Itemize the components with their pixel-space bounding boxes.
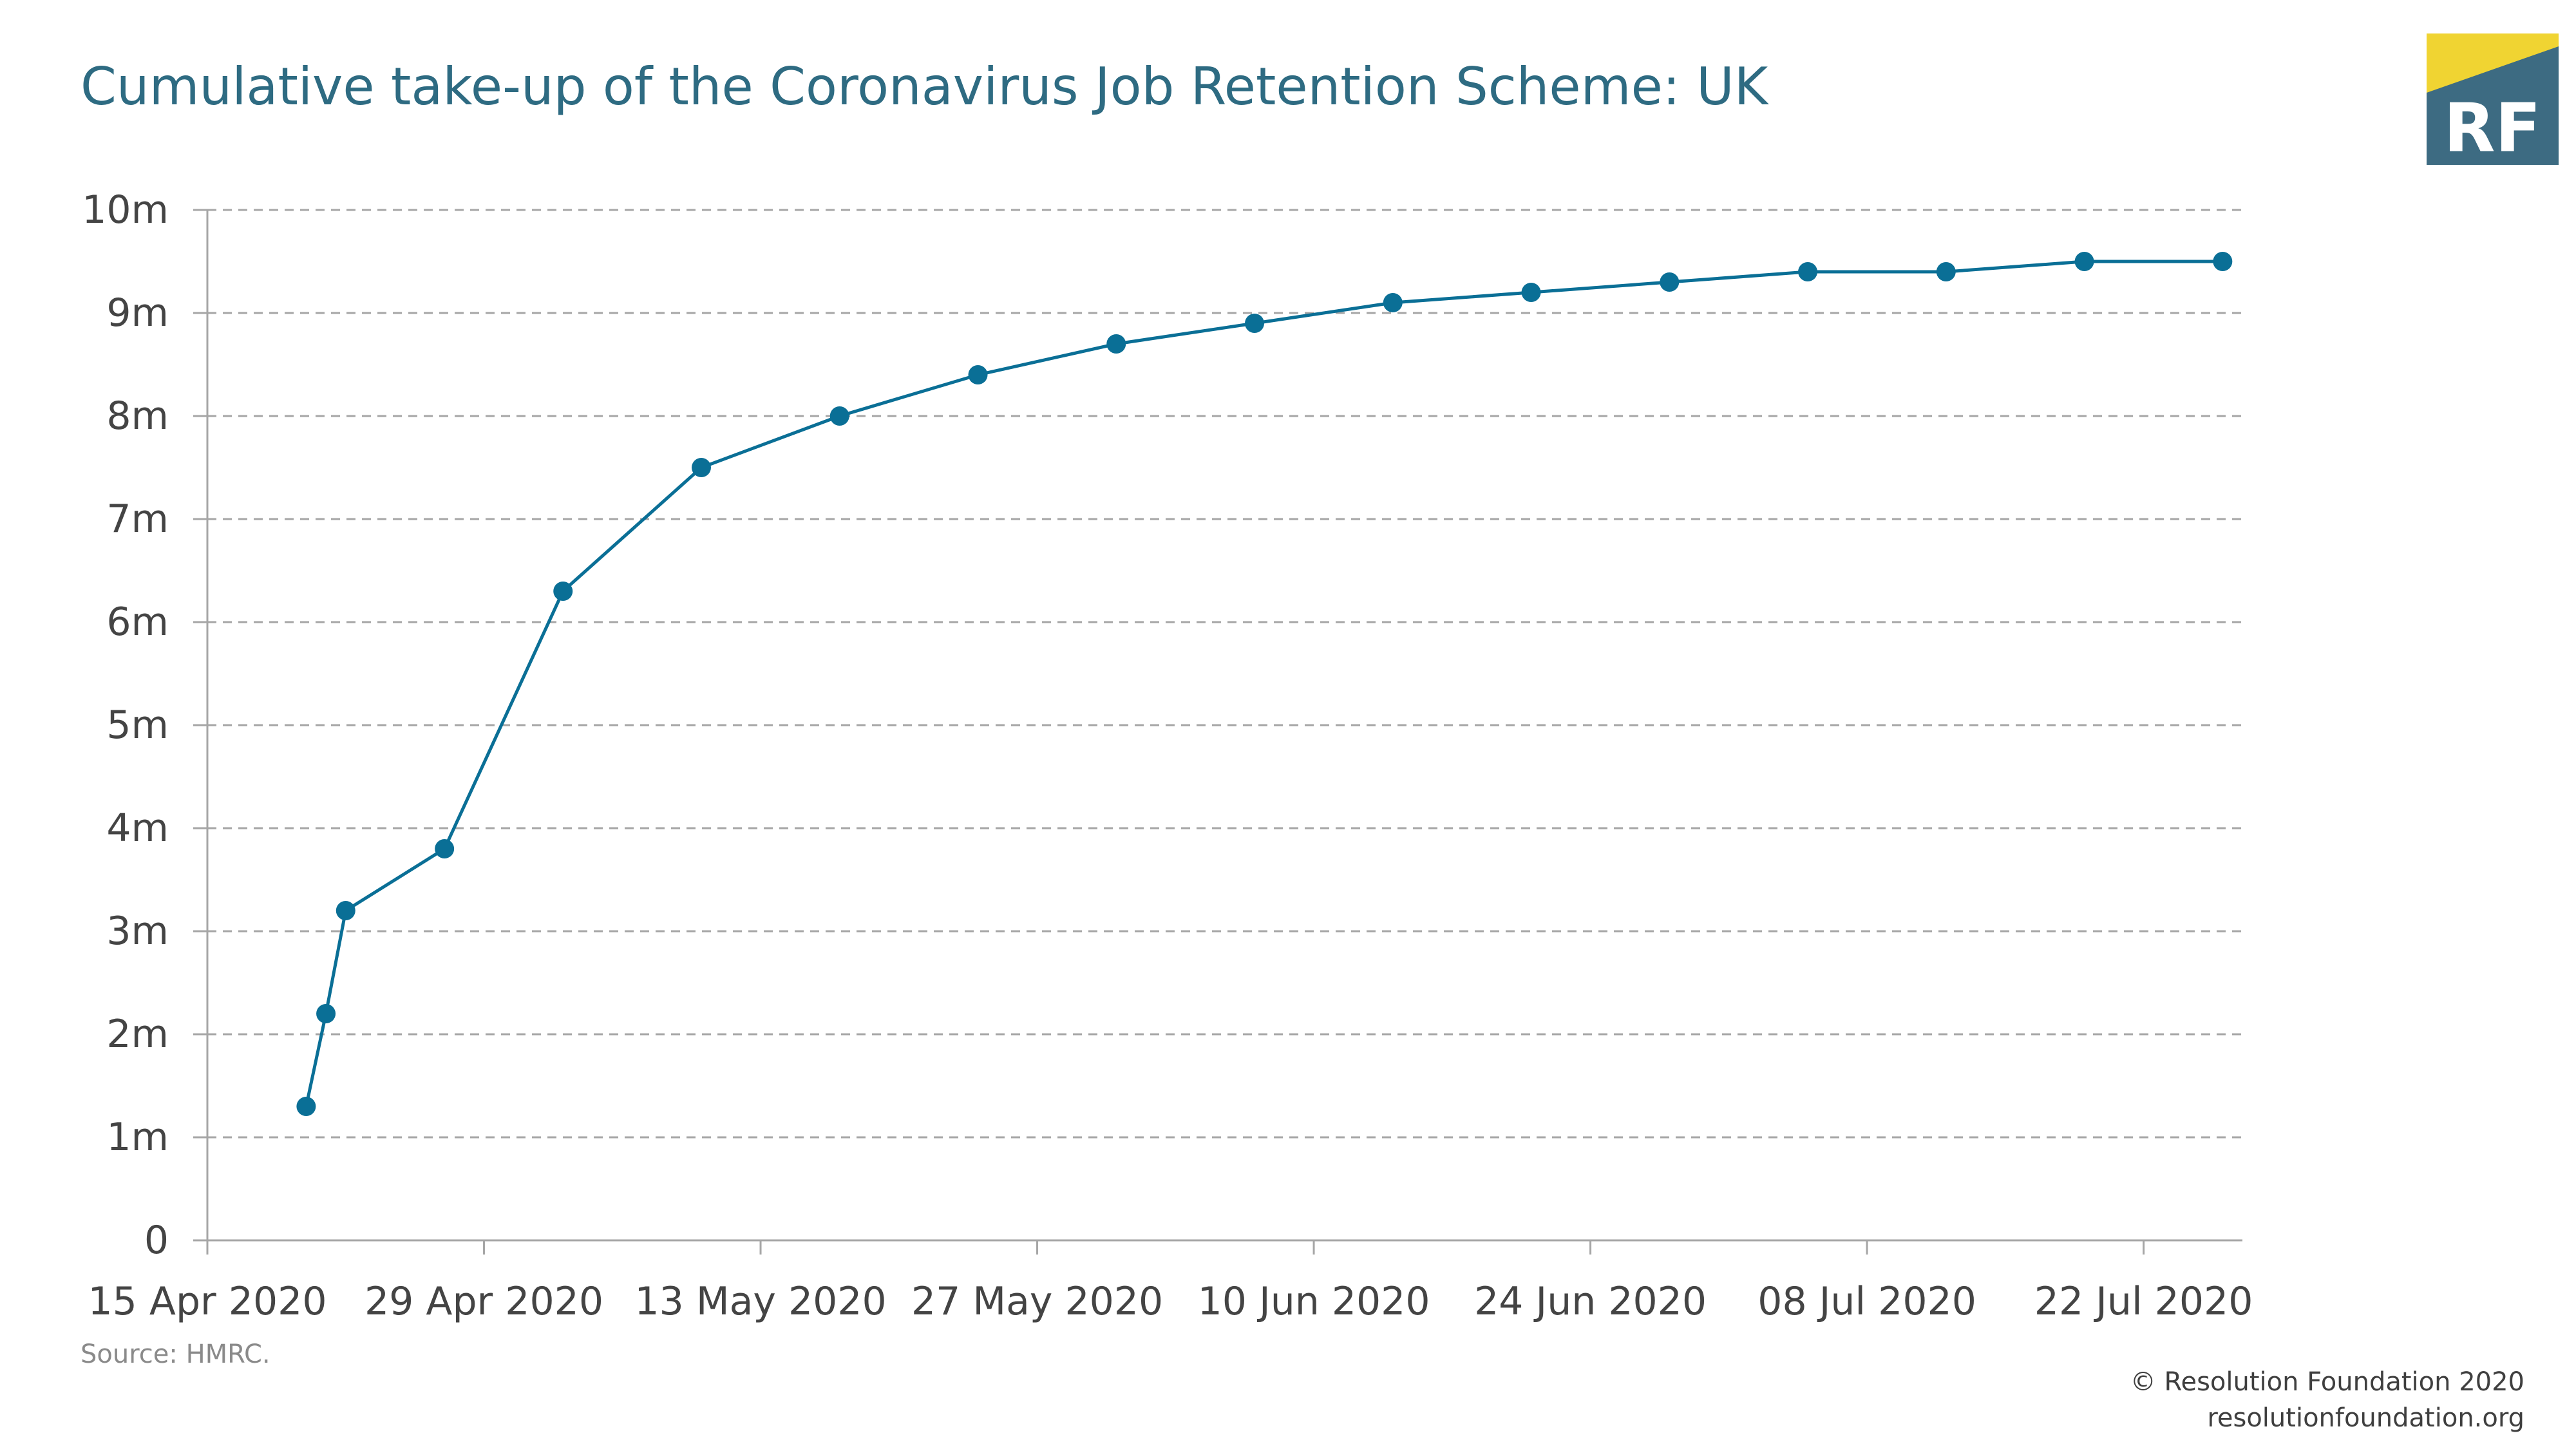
x-tick-label: 27 May 2020 xyxy=(911,1279,1163,1324)
data-point xyxy=(316,1004,336,1023)
data-points xyxy=(296,252,2233,1116)
y-tick-label: 10m xyxy=(82,187,169,232)
x-tick-label: 15 Apr 2020 xyxy=(88,1279,327,1324)
data-point xyxy=(336,901,355,920)
data-point xyxy=(691,458,711,477)
resolution-foundation-logo: RF xyxy=(2427,33,2559,165)
source-note: Source: HMRC. xyxy=(80,1340,270,1369)
y-tick-label: 1m xyxy=(106,1115,169,1160)
data-point xyxy=(2074,252,2094,271)
data-point xyxy=(968,365,988,384)
data-point xyxy=(553,582,573,601)
series-line xyxy=(304,260,2223,1107)
data-point xyxy=(1660,272,1680,292)
data-point xyxy=(1798,262,1818,281)
data-point xyxy=(1106,334,1126,354)
data-point xyxy=(435,839,455,858)
x-tick-label: 13 May 2020 xyxy=(634,1279,886,1324)
x-axis-ticks: 15 Apr 2020 29 Apr 2020 13 May 2020 27 May … xyxy=(88,1240,2253,1324)
y-axis-ticks: 0 1m 2m 3m 4m 5m 6m 7m 8m 9m 10m xyxy=(82,187,207,1263)
x-tick-label: 08 Jul 2020 xyxy=(1757,1279,1976,1324)
y-tick-label: 7m xyxy=(106,497,169,542)
y-tick-label: 6m xyxy=(106,600,169,645)
x-tick-label: 29 Apr 2020 xyxy=(365,1279,603,1324)
data-point xyxy=(1521,283,1541,302)
data-point xyxy=(1245,314,1265,333)
y-tick-label: 0 xyxy=(144,1218,169,1263)
data-point xyxy=(1383,293,1403,312)
data-point xyxy=(2213,252,2233,271)
y-tick-label: 9m xyxy=(106,290,169,336)
x-tick-label: 10 Jun 2020 xyxy=(1198,1279,1430,1324)
y-tick-label: 3m xyxy=(106,909,169,954)
gridlines xyxy=(207,209,2242,1139)
data-point xyxy=(829,406,849,426)
credit: © Resolution Foundation 2020 resolutionf… xyxy=(2130,1364,2524,1436)
svg-text:RF: RF xyxy=(2443,89,2541,165)
y-tick-label: 4m xyxy=(106,806,169,851)
data-point xyxy=(1936,262,1956,281)
x-tick-label: 22 Jul 2020 xyxy=(2034,1279,2253,1324)
y-tick-label: 8m xyxy=(106,393,169,439)
chart-title: Cumulative take-up of the Coronavirus Jo… xyxy=(80,57,1768,117)
data-point xyxy=(296,1097,316,1116)
copyright-text: © Resolution Foundation 2020 xyxy=(2130,1367,2524,1397)
website-text: resolutionfoundation.org xyxy=(2207,1403,2524,1433)
x-tick-label: 24 Jun 2020 xyxy=(1474,1279,1707,1324)
y-tick-label: 2m xyxy=(106,1012,169,1057)
y-tick-label: 5m xyxy=(106,703,169,748)
